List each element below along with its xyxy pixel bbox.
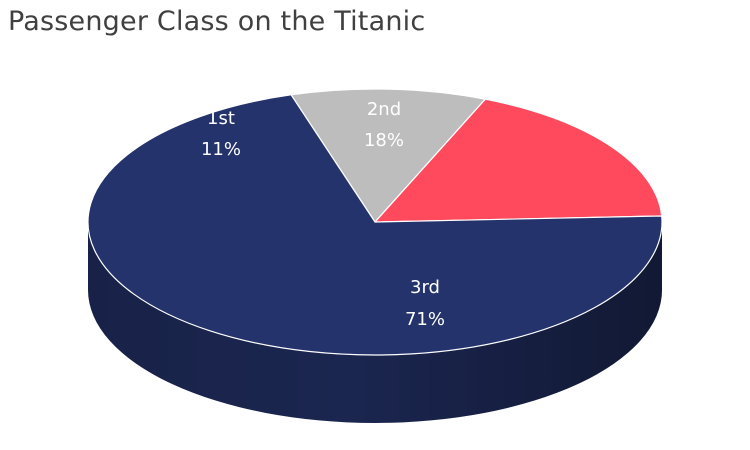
slice-value-label: 18%	[364, 130, 404, 151]
pie-side-shade-3rd	[88, 222, 662, 423]
chart-title: Passenger Class on the Titanic	[8, 6, 426, 37]
pie-slice-1st	[290, 88, 486, 223]
slice-category-label: 2nd	[367, 99, 401, 120]
slice-value-label: 71%	[405, 309, 445, 330]
slice-value-label: 11%	[201, 139, 241, 160]
slice-category-label: 3rd	[410, 277, 440, 298]
pie-slice-2nd	[374, 98, 663, 223]
slice-category-label: 1st	[207, 108, 235, 129]
pie-slice-3rd	[87, 94, 663, 356]
